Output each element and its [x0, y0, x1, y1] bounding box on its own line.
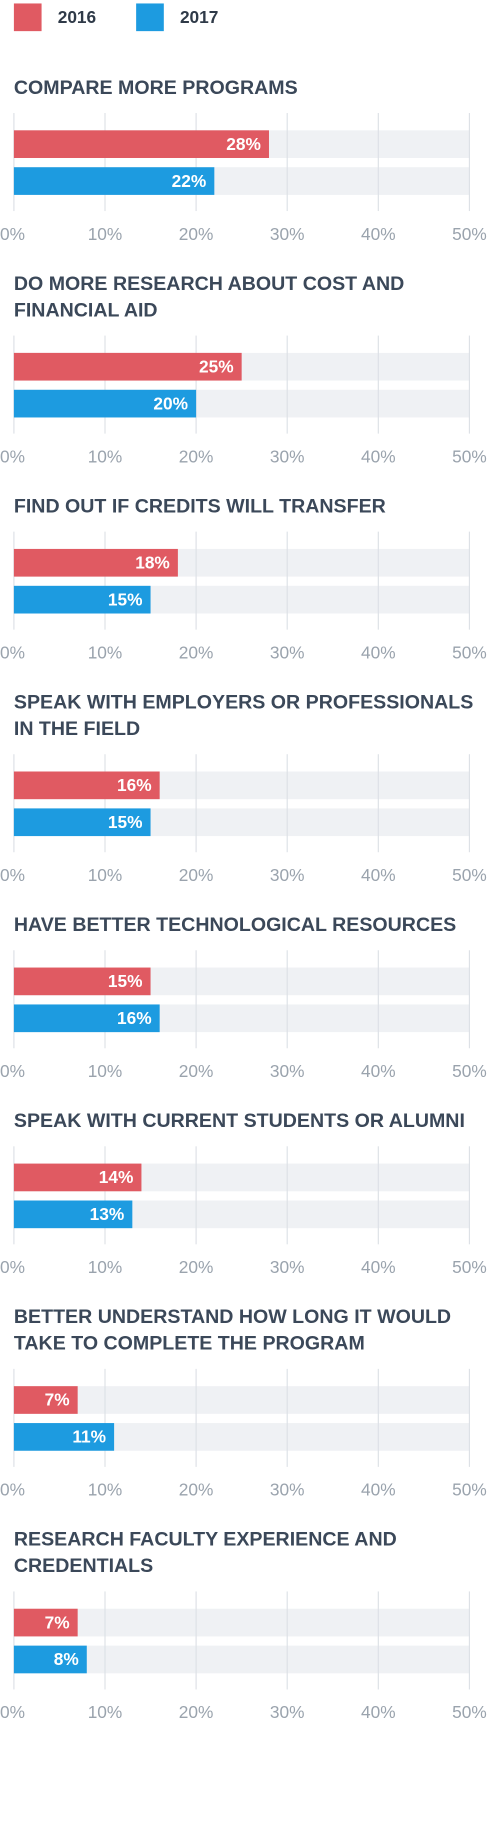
- chart-title: SPEAK WITH CURRENT STUDENTS OR ALUMNI: [14, 1110, 465, 1132]
- x-tick-label: 40%: [361, 1480, 396, 1500]
- x-tick-label: 20%: [179, 1702, 214, 1722]
- x-tick-label: 40%: [361, 1257, 396, 1277]
- x-tick-label: 0%: [0, 1257, 25, 1277]
- chart-title: SPEAK WITH EMPLOYERS OR PROFESSIONALS IN …: [14, 692, 473, 741]
- chart-title: HAVE BETTER TECHNOLOGICAL RESOURCES: [14, 914, 456, 936]
- x-tick-label: 50%: [452, 1061, 487, 1081]
- legend-swatch: [13, 3, 42, 32]
- bar-value-label: 7%: [45, 1390, 70, 1410]
- x-tick-label: 30%: [270, 642, 305, 662]
- x-tick-label: 40%: [361, 1061, 396, 1081]
- x-tick-label: 10%: [88, 446, 123, 466]
- x-tick-label: 0%: [0, 446, 25, 466]
- x-tick-label: 20%: [179, 1257, 214, 1277]
- x-tick-label: 20%: [179, 1061, 214, 1081]
- bar: [13, 585, 151, 614]
- bar: [13, 548, 178, 577]
- x-tick-label: 30%: [270, 224, 305, 244]
- x-tick-label: 20%: [179, 642, 214, 662]
- chart-title: COMPARE MORE PROGRAMS: [14, 77, 298, 99]
- bar: [13, 167, 215, 195]
- x-tick-label: 30%: [270, 1061, 305, 1081]
- x-tick-label: 40%: [361, 865, 396, 885]
- x-tick-label: 30%: [270, 1702, 305, 1722]
- bar-value-label: 7%: [45, 1612, 70, 1632]
- x-tick-label: 10%: [88, 224, 123, 244]
- bar-value-label: 15%: [108, 812, 143, 832]
- x-tick-label: 10%: [88, 642, 123, 662]
- x-tick-label: 20%: [179, 1480, 214, 1500]
- x-tick-label: 0%: [0, 1480, 25, 1500]
- x-tick-label: 50%: [452, 224, 487, 244]
- x-tick-label: 50%: [452, 1480, 487, 1500]
- bar-value-label: 11%: [72, 1427, 106, 1447]
- x-tick-label: 10%: [88, 1702, 123, 1722]
- bar-track: [13, 1386, 470, 1414]
- x-tick-label: 40%: [361, 446, 396, 466]
- x-tick-label: 10%: [88, 1257, 123, 1277]
- bar: [13, 1004, 160, 1033]
- x-tick-label: 50%: [452, 1257, 487, 1277]
- x-tick-label: 40%: [361, 1702, 396, 1722]
- bar: [13, 389, 197, 418]
- bar-value-label: 16%: [117, 775, 152, 795]
- bar-value-label: 25%: [199, 356, 234, 376]
- legend-label: 2017: [180, 7, 218, 27]
- bar-value-label: 28%: [226, 134, 261, 154]
- x-tick-label: 20%: [179, 224, 214, 244]
- x-tick-label: 20%: [179, 446, 214, 466]
- bar-value-label: 15%: [108, 589, 143, 609]
- bar-value-label: 13%: [90, 1204, 125, 1224]
- bar-track: [13, 1608, 470, 1637]
- chart-title: DO MORE RESEARCH ABOUT COST AND FINANCIAL…: [14, 273, 404, 322]
- bar: [13, 1200, 133, 1229]
- bar: [13, 808, 151, 837]
- x-tick-label: 40%: [361, 642, 396, 662]
- chart-title: FIND OUT IF CREDITS WILL TRANSFER: [14, 496, 386, 518]
- chart-title: BETTER UNDERSTAND HOW LONG IT WOULD TAKE …: [14, 1306, 451, 1355]
- x-tick-label: 10%: [88, 1061, 123, 1081]
- x-tick-label: 0%: [0, 1061, 25, 1081]
- x-tick-label: 50%: [452, 642, 487, 662]
- x-tick-label: 30%: [270, 865, 305, 885]
- bar-value-label: 16%: [117, 1008, 152, 1028]
- x-tick-label: 10%: [88, 1480, 123, 1500]
- bar: [13, 771, 160, 800]
- bar: [13, 1645, 87, 1674]
- x-tick-label: 30%: [270, 1480, 305, 1500]
- bar: [13, 1608, 78, 1637]
- x-tick-label: 40%: [361, 224, 396, 244]
- x-tick-label: 50%: [452, 865, 487, 885]
- bar: [13, 1163, 142, 1192]
- x-tick-label: 50%: [452, 446, 487, 466]
- x-tick-label: 20%: [179, 865, 214, 885]
- legend-label: 2016: [58, 7, 96, 27]
- x-tick-label: 10%: [88, 865, 123, 885]
- x-tick-label: 0%: [0, 1702, 25, 1722]
- x-tick-label: 0%: [0, 224, 25, 244]
- bar-value-label: 20%: [153, 393, 188, 413]
- chart-title: RESEARCH FACULTY EXPERIENCE AND CREDENTIA…: [14, 1529, 397, 1578]
- x-tick-label: 0%: [0, 642, 25, 662]
- x-tick-label: 50%: [452, 1702, 487, 1722]
- bar-value-label: 18%: [135, 552, 170, 572]
- bar: [13, 1423, 115, 1451]
- bar: [13, 352, 242, 381]
- x-tick-label: 30%: [270, 446, 305, 466]
- x-tick-label: 0%: [0, 865, 25, 885]
- bar-value-label: 22%: [172, 171, 207, 191]
- bar: [13, 130, 269, 158]
- bar-value-label: 15%: [108, 971, 143, 991]
- bar: [13, 967, 151, 996]
- bar-track: [13, 1645, 470, 1674]
- x-tick-label: 30%: [270, 1257, 305, 1277]
- bar-value-label: 14%: [99, 1167, 134, 1187]
- bar-value-label: 8%: [54, 1649, 79, 1669]
- legend-swatch: [136, 3, 164, 32]
- bar: [13, 1386, 78, 1414]
